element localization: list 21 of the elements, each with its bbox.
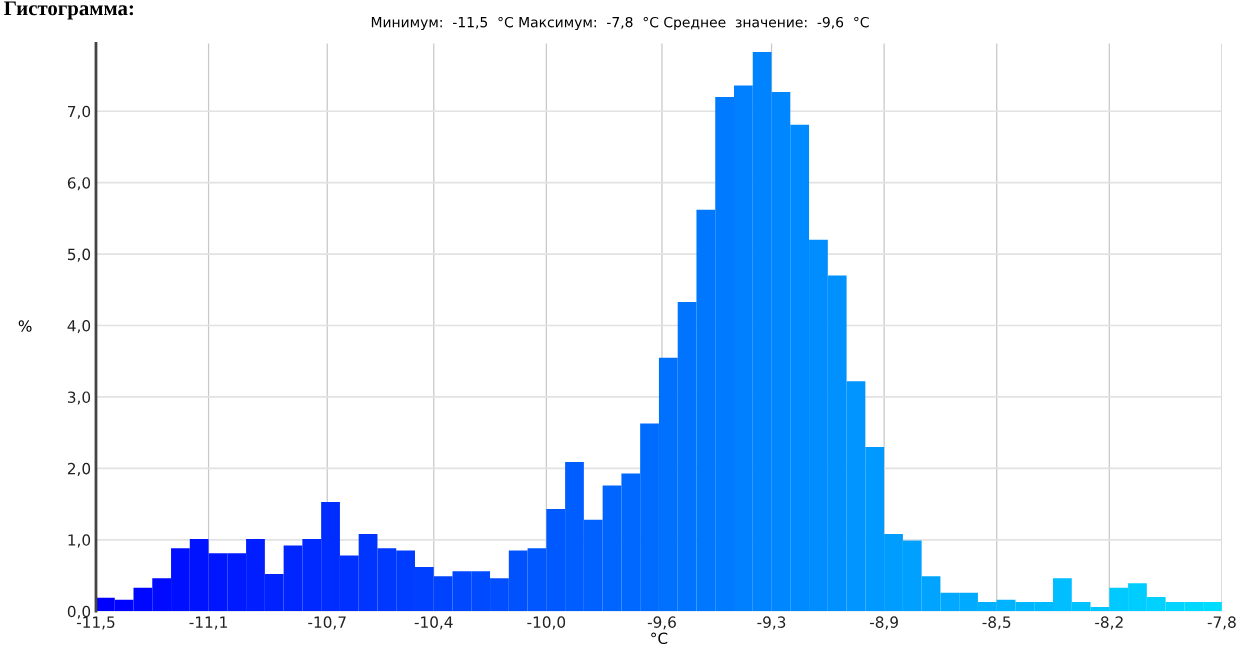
y-axis-title: % <box>18 320 32 332</box>
x-tick-label: -10,4 <box>414 616 453 630</box>
x-axis-title: °C <box>651 632 668 645</box>
x-tick-label: -8,9 <box>869 616 898 630</box>
y-tick-label: 5,0 <box>68 248 91 262</box>
y-tick-label: 6,0 <box>67 177 91 191</box>
x-tick-label: -8,5 <box>982 616 1011 630</box>
y-tick-label: 1,0 <box>68 534 91 548</box>
x-tick-label: -7,8 <box>1207 616 1236 630</box>
x-tick-label: -9,3 <box>757 616 786 630</box>
chart-subtitle: Минимум: -11,5 °C Максимум: -7,8 °C Среднее значение: -9,6 °C <box>371 16 869 31</box>
y-tick-label: 7,0 <box>68 105 91 119</box>
x-tick-label: -8,2 <box>1095 616 1123 630</box>
x-tick-label: -11,1 <box>189 616 227 630</box>
y-tick-label: 3,0 <box>67 391 91 405</box>
x-tick-label: -9,6 <box>647 616 676 630</box>
y-tick-label: 4,0 <box>67 320 91 334</box>
chart-title: Гистограмма: <box>4 1 134 20</box>
y-tick-label: 2,0 <box>67 462 91 476</box>
x-tick-label: -10,7 <box>308 616 346 630</box>
x-tick-label: -10,0 <box>527 616 566 630</box>
